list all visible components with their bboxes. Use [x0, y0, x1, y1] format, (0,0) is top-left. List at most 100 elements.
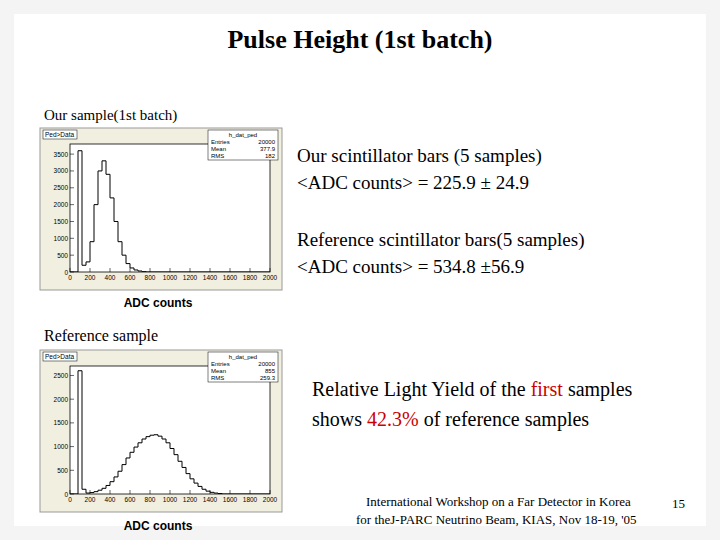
footer: International Workshop on a Far Detector…: [366, 494, 631, 509]
histogram-bin: [198, 483, 202, 486]
y-tick: [70, 238, 74, 239]
histogram-bin: [150, 435, 154, 436]
conclusion-segment: 42.3%: [367, 408, 419, 430]
x-tick-label: 200: [85, 274, 96, 281]
title: Pulse Height (1st batch): [227, 25, 492, 54]
conclusion-segment: first: [531, 378, 564, 400]
x-axis-label: ADC counts: [124, 519, 193, 533]
x-tick-label: 0: [68, 496, 72, 503]
histogram-panel: Ped>Data02004006008001000120014001600180…: [40, 350, 282, 512]
x-tick-label: 2000: [263, 496, 278, 503]
result-text: <ADC counts> = 534.8 ±56.9: [297, 256, 524, 277]
y-tick: [70, 221, 74, 222]
histogram-bin: [122, 465, 126, 472]
bars: [70, 151, 270, 272]
slide-background: [14, 14, 706, 526]
histogram-bin: [98, 490, 102, 491]
x-tick-label: 1800: [243, 496, 258, 503]
histogram-bin: [182, 461, 186, 467]
histogram-bin: [82, 151, 86, 266]
histogram-bin: [98, 171, 102, 205]
footer: for theJ-PARC Neutrino Beam, KIAS, Nov 1…: [356, 512, 637, 527]
x-tick: [270, 490, 271, 494]
histogram-bin: [130, 452, 134, 458]
stats-name: h_dat_ped: [229, 354, 257, 360]
canvas-title: Ped>Data: [43, 130, 77, 139]
x-tick: [210, 268, 211, 272]
histogram-bin: [90, 242, 94, 262]
x-tick: [150, 268, 151, 272]
reference-label: Reference sample: [44, 327, 158, 345]
histogram-bin: [138, 270, 142, 271]
canvas: [40, 350, 282, 512]
stats-frame: [208, 130, 278, 160]
plot-frame: [70, 144, 270, 272]
conclusion-line: shows 42.3% of reference samples: [312, 408, 589, 431]
histogram-bin: [142, 439, 146, 443]
conclusion-segment: of reference samples: [419, 408, 590, 431]
y-tick: [70, 255, 74, 256]
histogram-bin: [206, 489, 210, 491]
x-tick: [170, 268, 171, 272]
x-tick: [190, 268, 191, 272]
stats-frame: [208, 352, 278, 382]
stats-value: 259.3: [260, 375, 276, 381]
histogram-bin: [214, 492, 218, 494]
histogram-bin: [186, 467, 190, 473]
plot-frame: [70, 366, 270, 494]
x-tick-label: 1000: [163, 496, 178, 503]
x-tick-label: 1800: [243, 274, 258, 281]
histogram-bin: [102, 488, 106, 490]
y-tick: [70, 187, 74, 188]
histogram-bin: [126, 458, 130, 465]
y-tick-label: 2500: [54, 372, 69, 379]
x-tick-label: 800: [145, 274, 156, 281]
histogram-bin: [102, 161, 106, 171]
x-tick: [210, 490, 211, 494]
histogram-bin: [158, 435, 162, 436]
x-tick-label: 1400: [203, 496, 218, 503]
x-tick-label: 2000: [263, 274, 278, 281]
histogram-bin: [202, 486, 206, 489]
slide: Pulse Height (1st batch)Our sample(1st b…: [0, 0, 720, 540]
y-tick-label: 2000: [54, 396, 69, 403]
stats-value: 20000: [258, 361, 275, 367]
stats-name: h_dat_ped: [229, 132, 257, 138]
plot-area: [70, 144, 270, 272]
histogram-bin: [134, 268, 138, 270]
y-tick-label: 500: [57, 467, 68, 474]
y-tick-label: 3500: [54, 151, 69, 158]
histogram-bin: [70, 272, 74, 273]
histogram-bin: [94, 205, 98, 242]
histogram-bin: [194, 479, 198, 483]
x-tick-label: 600: [125, 496, 136, 503]
histogram-bin: [106, 485, 110, 488]
x-tick-label: 1600: [223, 496, 238, 503]
x-tick-label: 200: [85, 496, 96, 503]
y-tick: [70, 204, 74, 205]
conclusion-segment: shows: [312, 408, 367, 430]
histogram-bin: [134, 447, 138, 452]
histogram-bin: [82, 371, 86, 490]
histogram-bin: [126, 255, 130, 263]
y-tick-label: 2500: [54, 184, 69, 191]
x-tick: [250, 268, 251, 272]
title-box: [43, 130, 77, 139]
histogram-bin: [114, 198, 118, 222]
stats-box: h_dat_pedEntries20000Mean855RMS259.3: [208, 352, 278, 382]
x-tick: [110, 490, 111, 494]
x-tick-label: 800: [145, 496, 156, 503]
chart-title: Ped>Data: [45, 353, 74, 360]
histogram-bin: [178, 455, 182, 462]
x-axis-label: ADC counts: [124, 296, 193, 310]
bars: [70, 371, 270, 494]
y-tick: [70, 470, 74, 471]
x-tick: [230, 268, 231, 272]
x-tick-label: 400: [105, 496, 116, 503]
y-tick-label: 1500: [54, 218, 69, 225]
y-tick: [70, 446, 74, 447]
x-tick-label: 1600: [223, 274, 238, 281]
stats-label: Entries: [211, 361, 230, 367]
stats-value: 377.9: [260, 146, 276, 152]
y-tick-label: 1000: [54, 235, 69, 242]
